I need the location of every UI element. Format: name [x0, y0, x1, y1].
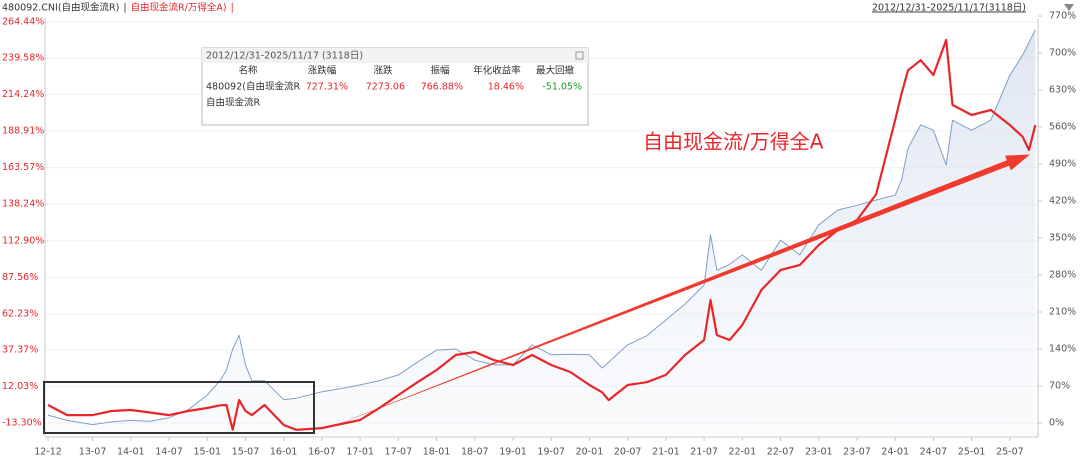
column-header: 名称	[238, 65, 258, 77]
cell: 766.88%	[421, 82, 463, 93]
header: 480092.CNI(自由现金流R) | 自由现金流R/万得全A) | 2012…	[2, 2, 1074, 14]
x-tick-label: 18-01	[423, 447, 451, 458]
annotation: 自由现金流/万得全A	[643, 130, 824, 154]
info-table-header	[202, 48, 588, 63]
line	[47, 29, 1036, 426]
y2-tick-label: 70%	[1049, 381, 1070, 392]
date-range[interactable]: 2012/12/31-2025/11/17(3118日)	[872, 3, 1026, 14]
info-table-title: 2012/12/31-2025/11/17 (3118日)	[206, 51, 363, 62]
x-tick-label: 24-01	[881, 447, 909, 458]
dropdown-icon[interactable]	[1064, 4, 1074, 11]
y2-tick-label: 140%	[1049, 344, 1076, 355]
y-tick-label: 163.57%	[2, 162, 44, 173]
y2-tick-label: 770%	[1049, 11, 1076, 22]
x-tick-label: 22-01	[729, 447, 757, 458]
x-tick-label: 16-07	[308, 447, 336, 458]
y-tick-label: 264.44%	[2, 16, 44, 27]
info-table: 2012/12/31-2025/11/17 (3118日) 名称 涨跌幅 涨跌 …	[201, 47, 589, 126]
cell: 自由现金流R	[206, 97, 261, 109]
x-tick-label: 12-12	[34, 447, 62, 458]
trend-arrow	[318, 154, 1030, 432]
y-tick-label: 188.91%	[2, 126, 44, 137]
x-tick-label: 18-07	[461, 447, 489, 458]
cell: 480092(自由现金流R	[206, 81, 300, 93]
highlight-box	[43, 381, 315, 434]
x-tick-label: 19-07	[537, 447, 565, 458]
y2-tick-label: 210%	[1049, 307, 1076, 318]
y2-tick-label: 420%	[1049, 196, 1076, 207]
line-layer	[47, 29, 1037, 431]
x-tick-label: 23-07	[843, 447, 871, 458]
y2-tick-label: 350%	[1049, 233, 1076, 244]
x-tick-label: 19-01	[499, 447, 527, 458]
y-tick-label: -13.30%	[2, 418, 42, 429]
x-tick-label: 15-07	[232, 447, 260, 458]
y2-tick-label: 700%	[1049, 48, 1076, 59]
y-tick-label: 12.03%	[2, 381, 38, 392]
column-header: 涨跌幅	[308, 65, 337, 77]
y-tick-label: 37.37%	[2, 344, 38, 355]
x-tick-label: 22-07	[767, 447, 795, 458]
column-header: 振幅	[430, 65, 450, 77]
close-icon[interactable]	[575, 51, 584, 60]
y2-tick-label: 0%	[1049, 418, 1064, 429]
cell: 18.46%	[488, 82, 524, 93]
x-tick-label: 16-01	[270, 447, 298, 458]
legend-entry: 480092.CNI(自由现金流R)	[2, 2, 119, 14]
y2-tick-label: 280%	[1049, 270, 1076, 281]
column-header: 年化收益率	[473, 65, 521, 77]
x-tick-label: 21-07	[690, 447, 718, 458]
column-header: 涨跌	[373, 65, 393, 77]
y2-tick-label: 490%	[1049, 159, 1076, 170]
x-tick-label: 20-07	[614, 447, 642, 458]
x-tick-label: 17-07	[385, 447, 413, 458]
x-tick-label: 14-07	[155, 447, 183, 458]
y2-tick-label: 560%	[1049, 122, 1076, 133]
y-tick-label: 214.24%	[2, 89, 44, 100]
y-tick-label: 87.56%	[2, 272, 38, 283]
line	[47, 38, 1037, 431]
x-tick-label: 13-07	[79, 447, 107, 458]
y-tick-label: 62.23%	[2, 308, 38, 319]
legend-separator: |	[123, 3, 126, 14]
x-tick-label: 24-07	[920, 447, 948, 458]
x-tick-label: 14-01	[117, 447, 145, 458]
x-tick-label: 17-01	[346, 447, 374, 458]
area-layer	[48, 29, 1036, 436]
x-tick-label: 21-01	[652, 447, 680, 458]
legend-separator: |	[231, 3, 234, 14]
y-tick-label: 239.58%	[2, 52, 44, 63]
y-tick-label: 112.90%	[2, 235, 44, 246]
cell: 7273.06	[366, 82, 405, 93]
column-header: 最大回撤	[536, 65, 575, 77]
x-tick-label: 25-01	[958, 447, 986, 458]
cell: 727.31%	[306, 82, 348, 93]
y-tick-label: 138.24%	[2, 199, 44, 210]
y2-tick-label: 630%	[1049, 85, 1076, 96]
x-tick-label: 20-01	[576, 447, 604, 458]
x-tick-label: 25-07	[996, 447, 1024, 458]
x-tick-label: 15-01	[193, 447, 221, 458]
legend-entry: 自由现金流R/万得全A)	[131, 2, 227, 14]
area	[48, 29, 1036, 436]
cell: -51.05%	[542, 82, 582, 93]
x-tick-label: 23-01	[805, 447, 833, 458]
